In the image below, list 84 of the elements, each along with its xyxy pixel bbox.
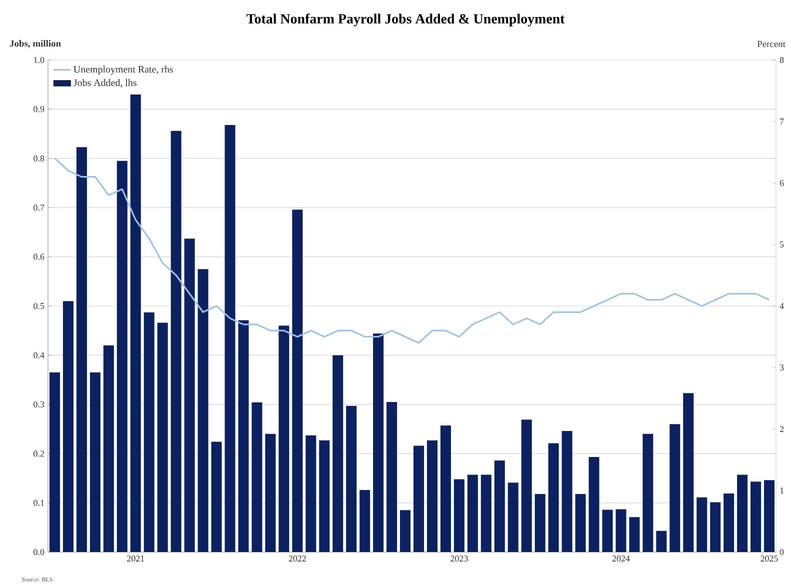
bar <box>616 509 626 552</box>
bar <box>750 482 762 552</box>
y-tick-label: 0.7 <box>34 204 44 211</box>
bar <box>602 510 613 552</box>
bar <box>90 372 100 552</box>
bar <box>332 355 344 552</box>
chart-title: Total Nonfarm Payroll Jobs Added & Unemployment <box>246 14 565 26</box>
y2-tick-label: 2 <box>780 426 784 432</box>
bar <box>710 502 721 552</box>
bar <box>49 372 60 552</box>
bar <box>696 497 708 552</box>
bar <box>454 479 464 552</box>
bar <box>252 402 262 552</box>
bar <box>224 124 236 552</box>
bar <box>373 334 384 552</box>
bar <box>413 446 424 552</box>
bar <box>764 480 775 552</box>
bar <box>360 490 370 552</box>
y-axis-title: Jobs, million <box>10 40 61 48</box>
bar <box>116 160 128 552</box>
bar <box>548 443 559 552</box>
bar <box>656 530 667 552</box>
y-tick-label: 0.4 <box>34 352 44 358</box>
bar <box>562 430 572 552</box>
bar <box>144 312 154 552</box>
bar <box>62 301 74 552</box>
x-tick-label: 2025 <box>760 556 778 562</box>
bar <box>306 435 316 552</box>
bar <box>278 326 290 552</box>
y2-tick-label: 7 <box>780 118 784 124</box>
y2-axis-title: Percent <box>757 40 786 48</box>
y2-tick-label: 8 <box>780 56 784 64</box>
y-tick-label: 0.5 <box>34 302 44 310</box>
bar <box>494 460 505 552</box>
bar <box>670 424 680 552</box>
bar <box>170 130 182 552</box>
bar <box>130 94 141 552</box>
y-tick-label: 0.8 <box>34 155 44 162</box>
y2-tick-label: 5 <box>780 242 784 248</box>
bar <box>440 426 451 552</box>
bar <box>588 457 600 552</box>
bar <box>737 474 748 552</box>
bar <box>386 402 398 552</box>
y2-tick-label: 0 <box>780 548 784 556</box>
bar <box>629 517 640 552</box>
bar <box>467 474 478 552</box>
bar <box>575 494 586 552</box>
bar <box>76 147 87 552</box>
y-tick-label: 0.1 <box>34 500 44 506</box>
bar <box>400 510 411 552</box>
y-tick-label: 0.9 <box>34 106 44 112</box>
bar <box>157 322 168 552</box>
y-tick-label: 0.2 <box>34 450 44 457</box>
bar <box>103 345 114 552</box>
bar <box>724 493 734 552</box>
y2-tick-label: 4 <box>780 303 784 309</box>
bar <box>346 406 357 552</box>
bar <box>198 269 208 552</box>
bar <box>319 440 330 552</box>
y2-tick-label: 6 <box>780 180 784 186</box>
bar <box>426 440 438 552</box>
bar <box>292 210 303 552</box>
x-tick-label: 2022 <box>288 556 306 562</box>
bar <box>238 320 249 552</box>
bar <box>184 238 195 552</box>
y-tick-label: 0.0 <box>34 548 44 556</box>
bar <box>534 494 546 552</box>
legend-label: Jobs Added, lhs <box>74 79 136 88</box>
bar <box>211 442 222 552</box>
x-tick-label: 2021 <box>127 556 144 562</box>
y-tick-label: 0.6 <box>34 254 44 260</box>
bar <box>642 434 654 552</box>
bar <box>521 420 532 552</box>
y-tick-label: 0.3 <box>34 401 44 408</box>
x-tick-label: 2024 <box>612 556 630 562</box>
y2-tick-label: 3 <box>780 364 784 371</box>
bar <box>265 434 276 552</box>
x-tick-label: 2023 <box>450 556 468 562</box>
y2-tick-label: 1 <box>780 488 784 494</box>
bar <box>480 474 492 552</box>
legend-label: Unemployment Rate, rhs <box>74 66 173 75</box>
bar <box>508 482 518 552</box>
y-tick-label: 1.0 <box>34 56 44 64</box>
bar <box>683 393 694 552</box>
